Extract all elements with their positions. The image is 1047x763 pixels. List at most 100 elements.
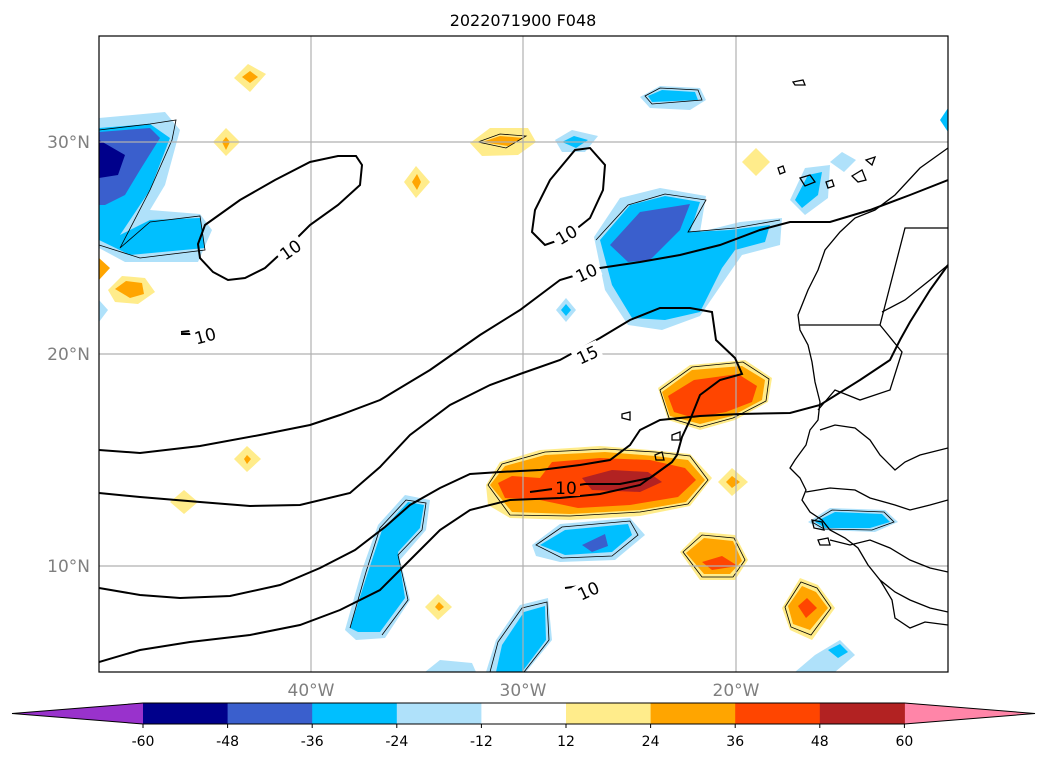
colorbar-extend-min: [12, 703, 143, 724]
contour-label-bg: [273, 233, 307, 265]
island: [817, 537, 831, 546]
anomaly-blob-southeast-cyan: [828, 644, 848, 658]
anomaly-outline: [99, 119, 206, 259]
country-border: [800, 227, 948, 326]
contour-line: [99, 264, 948, 600]
anomaly-outline: [476, 133, 528, 149]
colorbar-tick-label: 12: [557, 734, 575, 750]
anomaly-blob-east-tiny: [830, 152, 856, 172]
colorbar-tick-label: 48: [811, 734, 829, 750]
anomaly-outline: [349, 499, 427, 636]
country-border: [819, 424, 948, 471]
colorbar-tick-label: 24: [642, 734, 660, 750]
colorbar-swatch: [650, 703, 736, 724]
island: [791, 79, 806, 86]
country-border: [879, 579, 948, 629]
contour-line: [99, 461, 673, 663]
map-area: 10 10 10 15 10 10 10: [99, 36, 948, 672]
anomaly-outline: [659, 361, 770, 428]
anomaly-blob-small-warm-8-orange: [726, 476, 740, 488]
anomaly-blob-small-warm-6: [170, 490, 198, 514]
anomaly-blob-cape-verde-red: [668, 374, 757, 418]
african-coastline: [789, 147, 948, 613]
contour-line: [530, 146, 607, 247]
contour-label-bg: [189, 322, 221, 348]
negative-anomaly-layer: [99, 86, 948, 672]
anomaly-outline: [489, 601, 550, 672]
colorbar-swatch: [396, 703, 482, 724]
latitude-labels: 30°N 20°N 10°N: [47, 133, 90, 577]
anomaly-outline: [595, 193, 781, 241]
anomaly-blob-southwest-cyan: [350, 502, 424, 632]
map-frame: [98, 35, 949, 673]
island: [654, 451, 665, 461]
anomaly-blob-bottom: [425, 660, 476, 672]
contour-label-bg: [552, 478, 580, 496]
anomaly-blob-small-warm-3-orange: [412, 174, 421, 190]
country-border: [881, 264, 948, 313]
colorbar-swatch: [312, 703, 398, 724]
map-title: 2022071900 F048: [450, 11, 597, 30]
colorbar-swatch: [735, 703, 821, 724]
lat-label-20n: 20°N: [47, 345, 90, 365]
contour-label-bg: [549, 219, 583, 249]
coastline-layer: [621, 79, 948, 629]
graticule: [99, 36, 948, 672]
anomaly-blob-senegal-cyan: [815, 512, 890, 528]
colorbar-swatch: [819, 703, 905, 724]
anomaly-blob-edge: [940, 108, 948, 132]
anomaly-blob-small-warm-4: [742, 148, 770, 176]
island: [825, 179, 835, 189]
anomaly-blob-north-small-cyan: [648, 90, 698, 102]
colorbar-tick-label: 36: [726, 734, 744, 750]
colorbar-tick-label: -24: [385, 734, 408, 750]
anomaly-blob-center-medium: [610, 204, 690, 262]
anomaly-blob-tropical-main-dark: [582, 470, 662, 492]
contour-label-bg: [570, 339, 604, 369]
island: [777, 165, 786, 175]
anomaly-outline: [644, 87, 703, 105]
colorbar-swatch: [143, 703, 229, 724]
colorbar-tick-label: 60: [895, 734, 913, 750]
anomaly-blob-west-warm-1-orange: [115, 281, 144, 298]
colorbar-swatch: [481, 703, 567, 724]
anomaly-blob-west-edge: [99, 300, 108, 322]
colorbar: -60 -48 -36 -24 -12 12 24 36 48 60: [11, 702, 1036, 750]
island: [671, 431, 681, 441]
country-border: [805, 487, 948, 511]
colorbar-tick-label: -60: [132, 734, 155, 750]
island: [864, 155, 877, 167]
contour-label-bg: [569, 257, 603, 287]
lon-label-20w: 20°W: [713, 681, 760, 701]
anomaly-outline: [535, 520, 639, 559]
contour-label-bg: [571, 575, 605, 605]
anomaly-outline-layer: [99, 87, 895, 672]
island: [621, 411, 631, 421]
colorbar-tick-label: -48: [216, 734, 239, 750]
lat-label-30n: 30°N: [47, 133, 90, 153]
anomaly-blob-nw-dark: [99, 140, 125, 178]
anomaly-blob-east-small-cyan: [795, 172, 822, 208]
longitude-labels: 40°W 30°W 20°W: [288, 681, 760, 701]
anomaly-blob-small-warm-1-orange: [242, 71, 258, 83]
island: [850, 169, 867, 183]
colorbar-swatch: [566, 703, 652, 724]
anomaly-outline: [682, 534, 746, 578]
anomaly-blob-small-warm-5-orange: [244, 455, 251, 464]
colorbar-swatch: [227, 703, 313, 724]
anomaly-blob-nw-medium: [99, 128, 160, 205]
colorbar-tick-label: -12: [470, 734, 493, 750]
anomaly-outline: [784, 581, 832, 636]
lat-label-10n: 10°N: [47, 557, 90, 577]
anomaly-blob-west-warm-edge: [99, 258, 110, 280]
anomaly-outline: [487, 448, 709, 517]
contour-line: [196, 155, 364, 282]
colorbar-tick-label: -36: [301, 734, 324, 750]
contour-line: [99, 179, 948, 455]
anomaly-blob-south-center-cyan: [540, 524, 632, 555]
anomaly-blob-small-warm-7-orange: [435, 602, 444, 611]
anomaly-blob-south-cyan: [496, 606, 546, 672]
lon-label-40w: 40°W: [288, 681, 335, 701]
anomaly-blob-tiny-2-cyan: [561, 304, 571, 316]
anomaly-blob-north-warm-orange: [482, 136, 524, 146]
